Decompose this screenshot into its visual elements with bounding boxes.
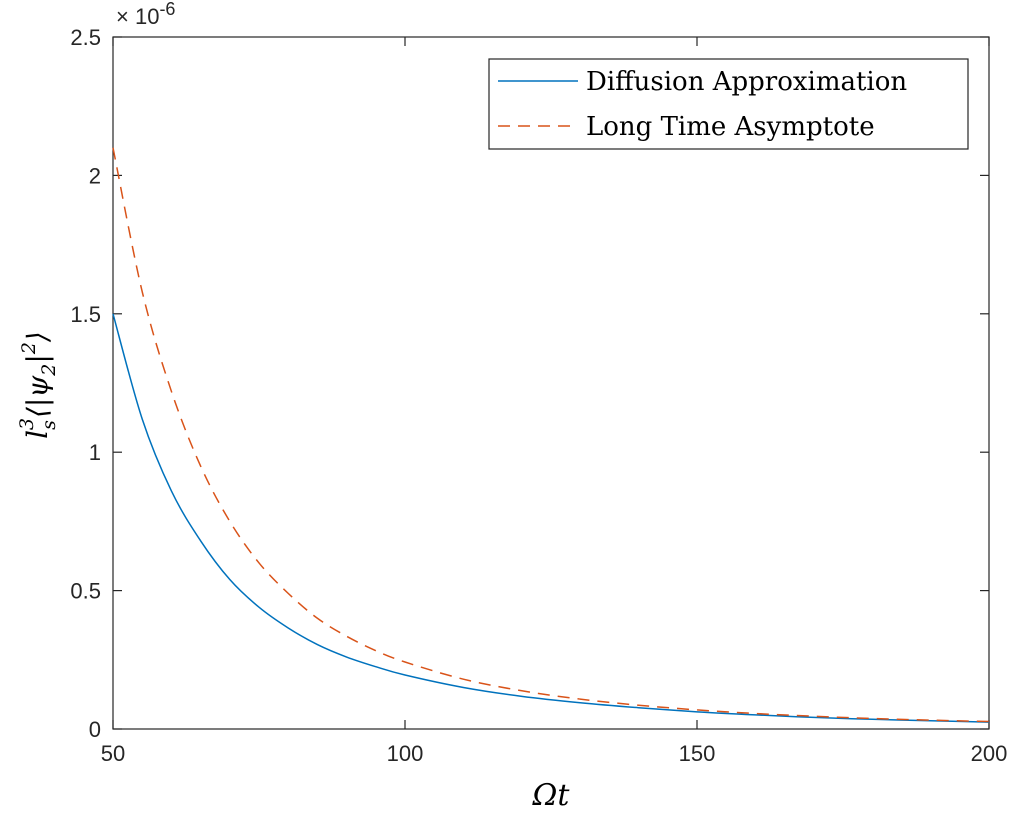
x-tick-label: 200 — [971, 741, 1008, 766]
legend-label-asymptote: Long Time Asymptote — [586, 112, 875, 142]
y-tick-labels: 0 0.5 1 1.5 2 2.5 — [70, 25, 101, 742]
series-layer — [112, 147, 990, 723]
y-tick-label: 1 — [89, 440, 101, 465]
y-tick-label: 0 — [89, 717, 101, 742]
x-tick-label: 150 — [679, 741, 716, 766]
y-tick-label: 0.5 — [70, 579, 101, 604]
x-tick-label: 100 — [387, 741, 424, 766]
y-tick-label: 2 — [89, 163, 101, 188]
x-axis-label: Ωt — [532, 778, 571, 813]
series-line-1 — [112, 147, 990, 723]
y-exponent-label: × 10-6 — [116, 0, 175, 29]
plot-area — [112, 36, 990, 730]
legend: Diffusion Approximation Long Time Asympt… — [488, 58, 969, 150]
x-tick-labels: 50 100 150 200 — [101, 741, 1008, 766]
y-tick-label: 1.5 — [70, 302, 101, 327]
series-line-0 — [112, 313, 990, 723]
legend-box — [488, 58, 969, 150]
x-tick-label: 50 — [101, 741, 125, 766]
y-axis-label: ls3⟨|ψ2|2⟩ — [16, 331, 60, 439]
y-tick-label: 2.5 — [70, 25, 101, 50]
legend-label-diffusion: Diffusion Approximation — [586, 67, 907, 97]
